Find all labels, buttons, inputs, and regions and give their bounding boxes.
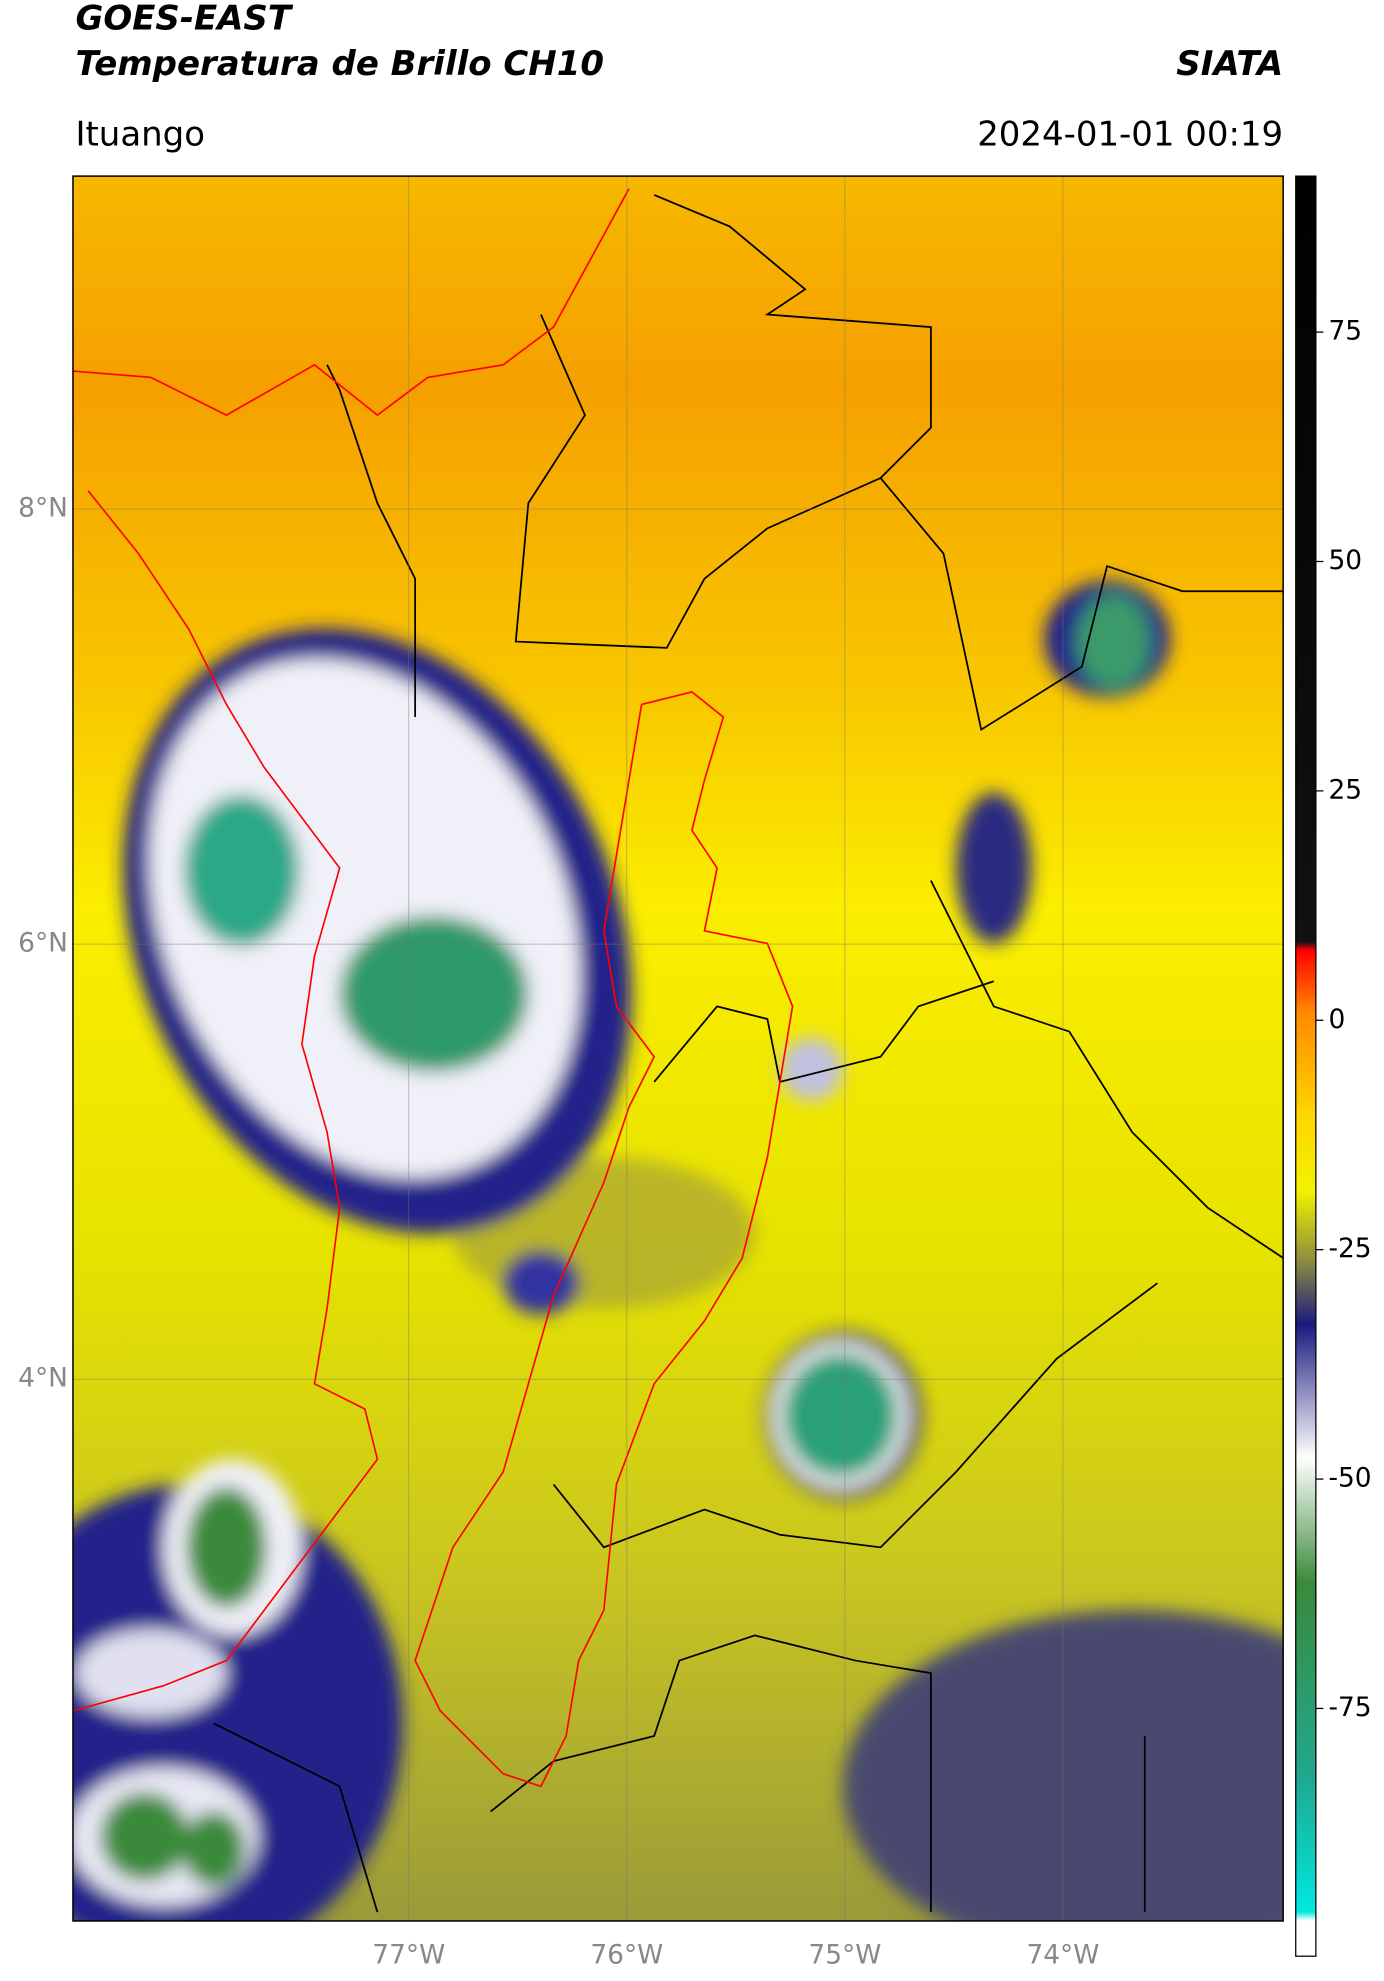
colorbar [1295, 175, 1317, 1957]
lon-tick-label: 75°W [808, 1940, 881, 1971]
colorbar-tick-label: 0 [1328, 1004, 1345, 1035]
datetime: 2024-01-01 00:19 [977, 114, 1283, 154]
subtitle: Temperatura de Brillo CH10 [75, 44, 603, 84]
lat-tick-label: 6°N [18, 928, 68, 959]
source: SIATA [1176, 44, 1283, 84]
lat-tick-label: 8°N [18, 492, 68, 523]
lon-tick-label: 74°W [1026, 1940, 1099, 1971]
colorbar-tick-label: 75 [1328, 316, 1362, 347]
colorbar-tick-label: -75 [1328, 1692, 1371, 1723]
satellite-image [72, 176, 1284, 1921]
colorbar-tick-label: -25 [1328, 1233, 1371, 1264]
colorbar-tick-label: 25 [1328, 774, 1362, 805]
region: Ituango [75, 114, 205, 154]
lat-tick-label: 4°N [18, 1363, 68, 1394]
title: GOES-EAST [75, 0, 293, 39]
colorbar-tick-label: -50 [1328, 1463, 1371, 1494]
lon-tick-label: 77°W [372, 1940, 445, 1971]
colorbar-tick-label: 50 [1328, 545, 1362, 576]
lon-tick-label: 76°W [590, 1940, 663, 1971]
graticule [72, 176, 1284, 1921]
map-frame [72, 175, 1284, 1922]
